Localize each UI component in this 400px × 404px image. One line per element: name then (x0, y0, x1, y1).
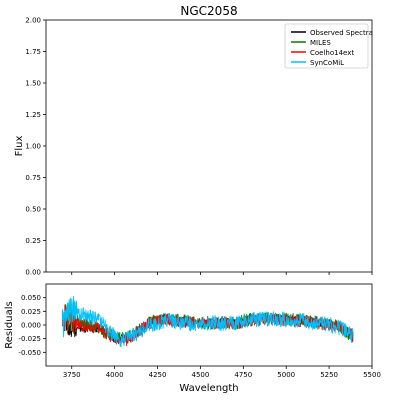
flux-title: NGC2058 (180, 4, 237, 18)
x-tick-label: 4250 (149, 371, 167, 379)
legend-label-syncomil: SynCoMiL (310, 59, 344, 67)
y-tick-label: 1.75 (25, 48, 41, 56)
x-tick-label: 3750 (63, 371, 81, 379)
residuals-panel: 0.050 0.025 0.000 -0.025 -0.050 3750 4000 4250… (4, 283, 381, 394)
y-tick-label: -0.050 (18, 349, 41, 357)
legend-label-coelho: Coelho14ext (310, 49, 354, 57)
legend-label-observed: Observed Spectra (310, 29, 373, 37)
residual-series-lines (61, 295, 354, 347)
y-tick-label: 0.000 (21, 322, 41, 330)
legend-box (284, 23, 369, 69)
y-tick-label: 0.75 (25, 174, 41, 182)
y-tick-label: 2.00 (25, 17, 41, 25)
y-tick-label: 1.50 (25, 80, 41, 88)
residual-x-ticks: 3750 4000 4250 4500 4750 5000 5250 5500 (63, 366, 381, 379)
y-tick-label: 0.50 (25, 206, 41, 214)
y-tick-label: 0.25 (25, 237, 41, 245)
flux-x-ticks (71, 272, 373, 275)
legend-entry-syncomil: SynCoMiL (291, 59, 344, 67)
legend-entry-observed: Observed Spectra (291, 29, 373, 37)
residuals-y-label: Residuals (4, 301, 15, 348)
flux-y-label: Flux (14, 136, 25, 157)
flux-y-ticks: 0.00 0.25 0.50 0.75 1.00 1.25 1.50 1.75 2.00 (25, 17, 46, 277)
residual-y-ticks: 0.050 0.025 0.000 -0.025 -0.050 (18, 294, 46, 357)
flux-panel: 0.00 0.25 0.50 0.75 1.00 1.25 1.50 1.75 2.00 NGC… (14, 4, 373, 277)
legend-entry-miles: MILES (291, 39, 331, 47)
y-tick-label: 0.025 (21, 308, 41, 316)
legend-entry-coelho: Coelho14ext (291, 49, 354, 57)
x-axis-label: Wavelength (179, 383, 238, 394)
x-tick-label: 5250 (320, 371, 338, 379)
legend-label-miles: MILES (310, 39, 331, 47)
y-tick-label: 1.00 (25, 143, 41, 151)
y-tick-label: 1.25 (25, 111, 41, 119)
y-tick-label: 0.00 (25, 269, 41, 277)
x-tick-label: 4000 (106, 371, 124, 379)
x-tick-label: 4500 (192, 371, 210, 379)
x-tick-label: 5500 (363, 371, 381, 379)
residual-syncomil-line (61, 295, 354, 347)
y-tick-label: -0.025 (18, 335, 41, 343)
legend: Observed Spectra MILES Coelho14ext SynCo… (284, 23, 373, 69)
y-tick-label: 0.050 (21, 294, 41, 302)
x-tick-label: 5000 (277, 371, 295, 379)
x-tick-label: 4750 (234, 371, 252, 379)
